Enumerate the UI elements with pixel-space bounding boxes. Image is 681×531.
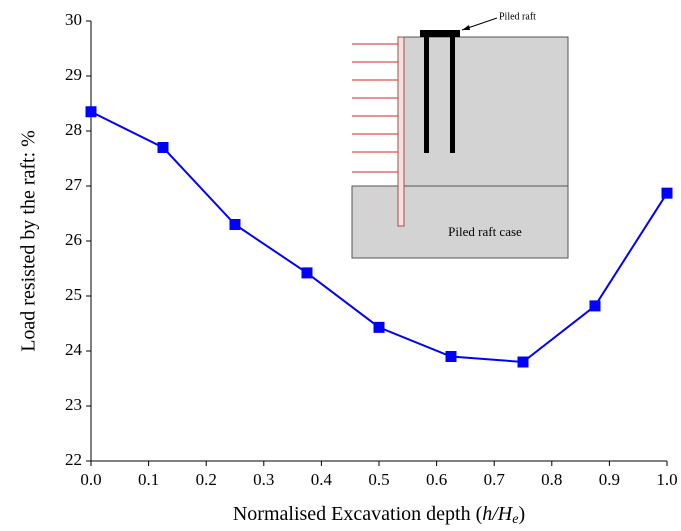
x-axis-label-text: Normalised Excavation depth ( [233,503,483,525]
x-axis-label-italic: h/H [482,503,514,525]
raft [420,30,460,37]
marker [517,356,529,368]
y-tick-label: 26 [65,230,82,249]
marker [373,321,385,333]
x-tick-label: 0.4 [311,470,333,489]
x-tick-label: 0.5 [368,470,389,489]
x-tick-label: 0.0 [80,470,101,489]
y-tick-label: 30 [65,10,82,29]
x-tick-label: 0.1 [138,470,159,489]
marker [85,106,97,118]
x-tick-label: 1.0 [656,470,677,489]
inset-diagram: Piled raft Piled raft case [351,11,569,259]
y-tick-label: 27 [65,175,83,194]
x-tick-label: 0.8 [541,470,562,489]
x-tick-label: 0.2 [196,470,217,489]
y-tick-label: 22 [65,450,82,469]
y-tick-label: 28 [65,120,82,139]
inset-label: Piled raft case [448,224,522,239]
marker [661,187,673,199]
y-axis-label: Load resisted by the raft: % [18,130,40,352]
x-tick-label: 0.6 [426,470,447,489]
marker [157,142,169,153]
marker [589,300,601,312]
pile [450,37,455,153]
retaining-wall [397,36,405,227]
marker [229,219,241,230]
x-tick-label: 0.3 [253,470,274,489]
marker [445,351,457,362]
y-tick-label: 24 [65,340,83,359]
inset-label: Piled raft [499,11,536,22]
x-axis-label-subscript: e [512,512,518,527]
y-tick-label: 23 [65,395,82,414]
y-tick-label: 25 [65,285,82,304]
pile [424,37,429,153]
x-axis-label-end: ) [518,503,525,525]
y-tick-label: 29 [65,65,82,84]
x-tick-label: 0.7 [484,470,506,489]
soil-excavated [351,185,569,259]
arrow-head [462,25,470,30]
x-axis-label: Normalised Excavation depth (h/He) [233,503,525,528]
x-tick-label: 0.9 [599,470,620,489]
marker [301,267,313,279]
earth-pressure-lines [352,43,398,173]
